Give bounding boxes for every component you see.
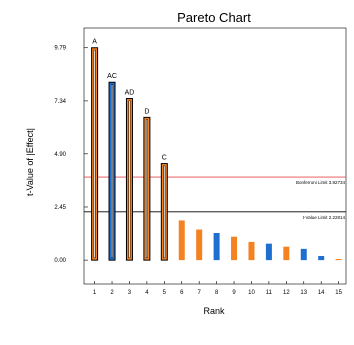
bar [248,241,255,261]
x-tick-label: 12 [283,290,290,296]
x-tick-label: 15 [335,290,342,296]
bar [283,246,290,261]
x-tick-label: 4 [145,290,149,296]
x-tick-label: 9 [232,290,236,296]
y-tick-label: 2.45 [54,205,66,211]
bar-label: AD [125,90,135,97]
y-axis-label: t-Value of |Effect| [25,128,35,196]
y-tick-label: 4.90 [54,152,66,158]
plot-frame [83,27,347,285]
x-tick-label: 11 [266,290,273,296]
x-tick-label: 13 [300,290,307,296]
bar-label: AC [107,73,117,80]
bar [231,236,238,261]
bar-inner [93,49,96,259]
x-tick-label: 6 [180,290,184,296]
bar [213,233,220,261]
bar [178,220,185,261]
chart-marks: 0.002.454.907.349.791 2 3 4 5 6 7 8 9 10 11 12 13 14 1… [54,39,346,296]
bar-inner [128,100,131,259]
x-tick-label: 2 [110,290,114,296]
reference-line-label: Bonferroni Limit 3.82734 [296,180,346,185]
reference-line-label: t-Value Limit 2.22814 [303,215,346,220]
y-tick-label: 0.00 [54,258,66,264]
x-tick-label: 8 [215,290,219,296]
bar [196,229,203,261]
bar [318,256,325,261]
bar-inner [145,119,148,259]
chart-title: Pareto Chart [177,10,251,25]
bar [300,248,307,261]
bar [265,243,272,261]
x-tick-label: 3 [128,290,132,296]
y-tick-label: 9.79 [54,46,66,52]
bar [335,259,342,261]
x-axis-label: Rank [203,306,225,316]
x-tick-label: 5 [163,290,167,296]
x-tick-label: 1 [93,290,97,296]
bar-label: D [144,108,149,115]
bar-inner [163,165,166,259]
x-tick-label: 14 [318,290,325,296]
x-tick-label: 7 [198,290,202,296]
bar-label: C [162,155,167,162]
y-tick-label: 7.34 [54,99,66,105]
bar-label: A [92,39,97,46]
bar-inner [111,84,113,259]
x-tick-label: 10 [248,290,255,296]
